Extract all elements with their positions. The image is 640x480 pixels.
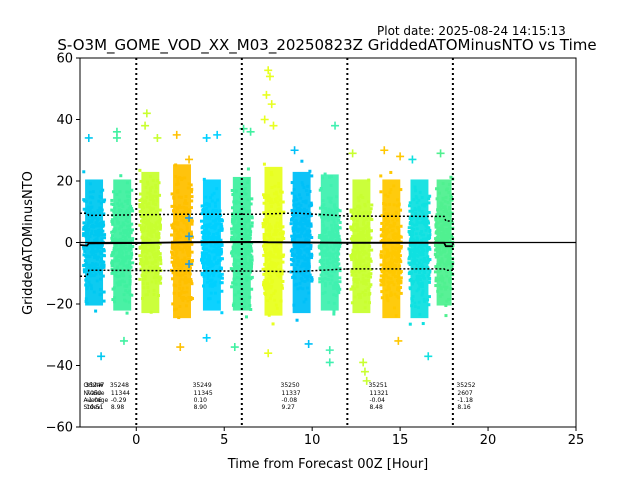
scatter-band-0 <box>82 170 107 313</box>
outlier-marker <box>119 336 128 345</box>
outlier-marker <box>112 133 121 142</box>
outlier-marker <box>185 155 194 164</box>
outlier-marker <box>262 90 271 99</box>
outlier-marker <box>142 109 151 118</box>
plot-date: Plot date: 2025-08-24 14:15:13 <box>377 24 566 38</box>
outlier-marker <box>185 232 194 241</box>
stats-row-labels: Orbit# Nvalue Average Stdev <box>84 382 109 411</box>
y-tick-label: 0 <box>65 236 73 251</box>
outlier-marker <box>436 149 445 158</box>
y-axis-ticks: 60 40 20 0 −20 −40 −60 <box>46 52 80 436</box>
mean-line <box>79 240 453 248</box>
scatter-band-11 <box>407 179 432 326</box>
outlier-marker <box>185 213 194 222</box>
y-tick-label: 60 <box>56 52 73 67</box>
std-upper-line <box>80 212 453 222</box>
outlier-marker <box>185 260 194 269</box>
outlier-marker <box>290 146 299 155</box>
y-axis-label: GriddedATOMinusNTO <box>21 171 36 315</box>
x-axis-ticks: 0 5 10 15 20 25 <box>132 427 584 448</box>
scatter-band-1 <box>110 174 135 315</box>
stats-group: 35247 7050 -1.06 10.51 <box>85 382 104 411</box>
outlier-marker <box>265 72 274 81</box>
outlier-marker <box>153 133 162 142</box>
scatter-band-9 <box>349 178 374 314</box>
outlier-marker <box>394 336 403 345</box>
x-tick-label: 15 <box>392 433 409 448</box>
scatter-band-core <box>173 164 191 319</box>
outlier-marker <box>380 146 389 155</box>
x-tick-label: 5 <box>220 433 228 448</box>
outlier-marker <box>331 121 340 130</box>
scatter-band-3 <box>169 163 194 320</box>
stats-group: 35251 11321 -0.04 8.48 <box>368 382 388 411</box>
y-tick-label: −20 <box>46 298 73 313</box>
x-tick-label: 10 <box>304 433 321 448</box>
stats-group: 35249 11345 0.10 8.90 <box>193 382 213 411</box>
outlier-marker <box>362 376 371 385</box>
outlier-marker <box>97 352 106 361</box>
scatter-band-core <box>410 179 429 319</box>
outlier-marker <box>348 149 357 158</box>
y-tick-label: −40 <box>46 359 73 374</box>
scatter-band-core <box>264 166 283 316</box>
y-tick-label: 40 <box>56 113 73 128</box>
outlier-marker <box>202 333 211 342</box>
outlier-marker <box>260 115 269 124</box>
scatter-band-core <box>113 179 132 311</box>
scatter-band-7 <box>289 159 314 322</box>
y-tick-label: −60 <box>46 421 73 436</box>
outlier-marker <box>267 100 276 109</box>
outlier-marker <box>230 343 239 352</box>
outlier-marker <box>141 121 150 130</box>
outlier-marker <box>176 343 185 352</box>
outlier-marker <box>408 155 417 164</box>
outlier-marker <box>304 339 313 348</box>
outlier-marker <box>264 66 273 75</box>
scatter-band-8 <box>317 172 342 316</box>
scatter-band-core <box>202 179 221 311</box>
outlier-marker <box>84 133 93 142</box>
outlier-marker <box>264 349 273 358</box>
outlier-marker <box>246 127 255 136</box>
outlier-marker <box>239 124 248 133</box>
scatter-band-10 <box>379 170 403 319</box>
outlier-marker <box>396 152 405 161</box>
stats-group: 35252 2607 -1.18 8.16 <box>456 382 475 411</box>
outlier-marker <box>172 130 181 139</box>
outlier-marker <box>213 130 222 139</box>
chart-title: S-O3M_GOME_VOD_XX_M03_20250823Z GriddedA… <box>57 36 596 55</box>
outlier-marker <box>325 358 334 367</box>
statistic-lines <box>79 212 576 278</box>
outlier-marker <box>424 352 433 361</box>
scatter-band-2 <box>138 168 163 314</box>
outlier-marker <box>269 121 278 130</box>
scatter-band-core <box>382 179 401 319</box>
stats-group: 35248 11344 -0.29 8.98 <box>110 382 130 411</box>
outlier-marker <box>359 358 368 367</box>
scatter-band-core <box>352 179 371 314</box>
outlier-marker <box>202 133 211 142</box>
y-tick-label: 20 <box>56 175 73 190</box>
outlier-marker <box>360 367 369 376</box>
scatter-band-4 <box>199 177 224 315</box>
x-tick-label: 0 <box>132 433 140 448</box>
stats-group: 35250 11337 -0.08 9.27 <box>281 382 301 411</box>
outlier-marker <box>325 346 334 355</box>
outlier-markers <box>84 66 445 385</box>
forecast-boundaries <box>135 58 454 427</box>
x-axis-label: Time from Forecast 00Z [Hour] <box>227 457 429 472</box>
std-lower-line <box>80 268 453 278</box>
x-tick-label: 25 <box>568 433 585 448</box>
x-tick-label: 20 <box>480 433 497 448</box>
scatter-band-6 <box>261 162 286 326</box>
